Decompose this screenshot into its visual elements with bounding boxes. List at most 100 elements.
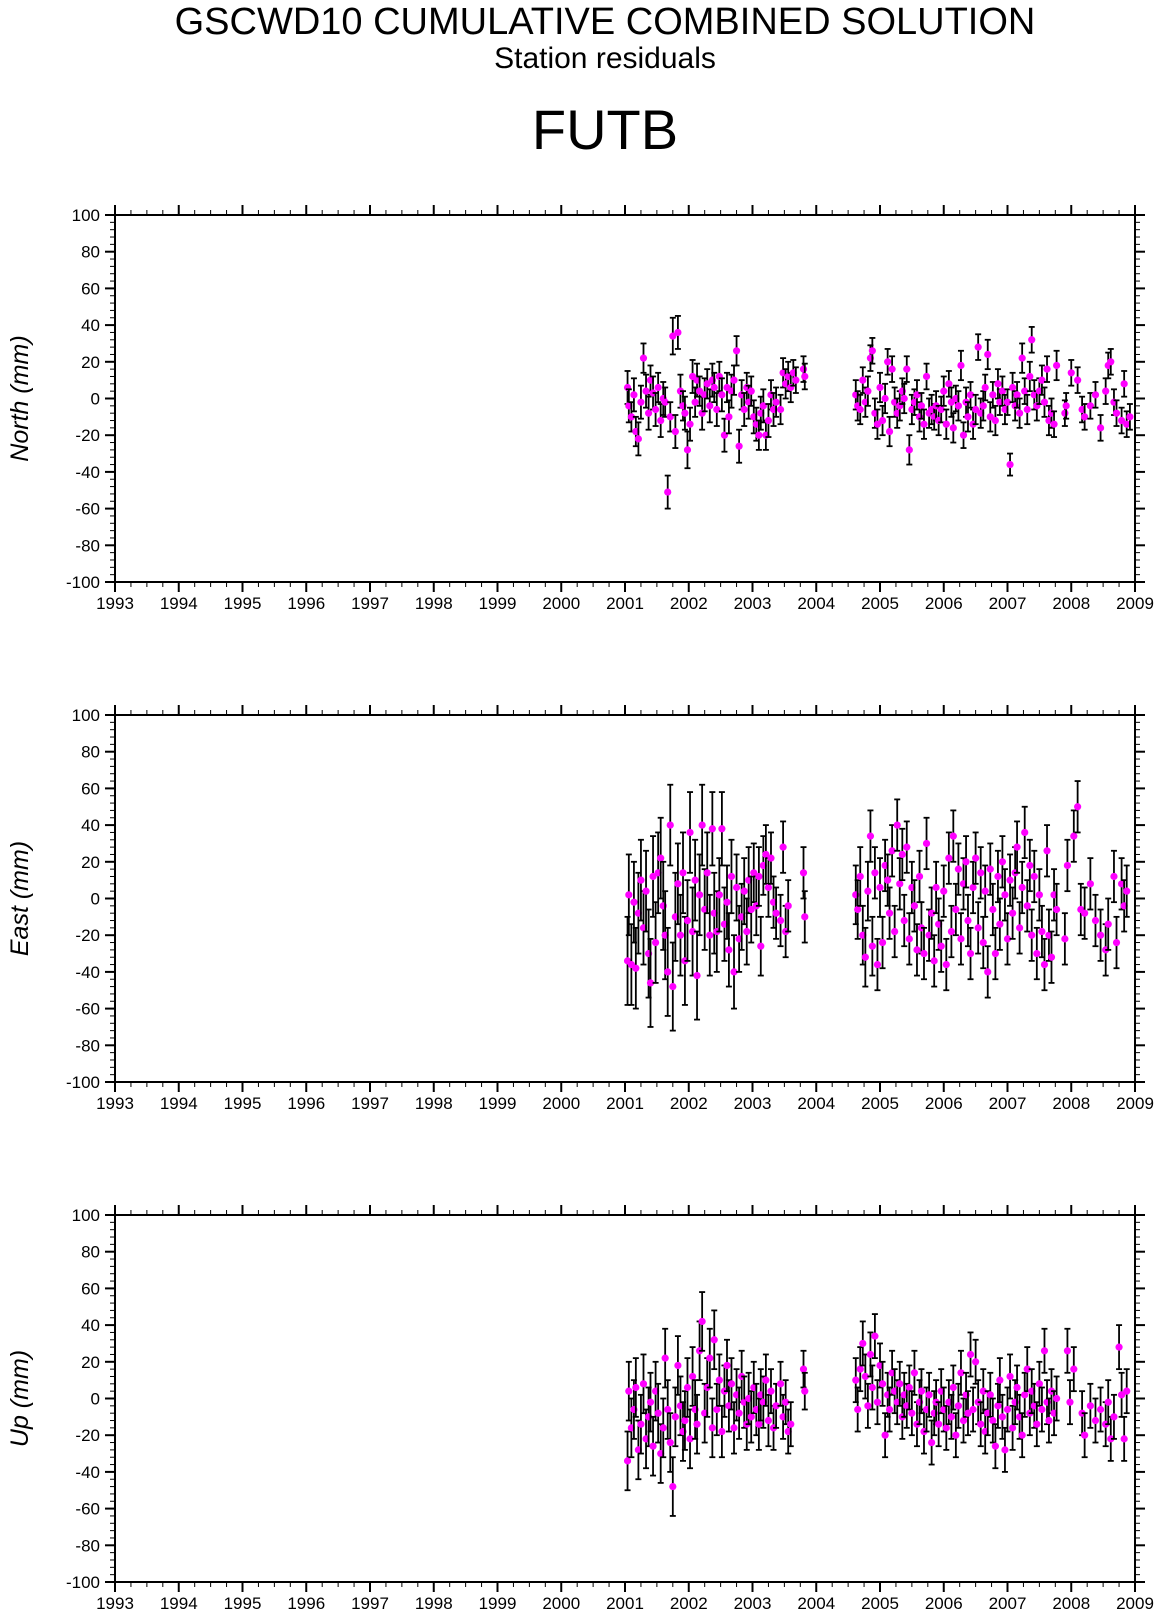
data-marker — [920, 420, 928, 428]
x-tick-label: 2005 — [861, 1594, 899, 1613]
data-point — [1096, 908, 1105, 962]
data-marker — [942, 420, 950, 428]
x-tick-label: 2008 — [1052, 594, 1090, 613]
data-point — [964, 893, 972, 948]
data-point — [1081, 886, 1089, 940]
data-point — [686, 406, 694, 442]
x-tick-label: 1995 — [224, 594, 262, 613]
data-marker — [784, 902, 792, 910]
y-tick-label: 20 — [81, 353, 100, 372]
data-marker — [1112, 938, 1121, 947]
data-point — [698, 1291, 706, 1352]
data-point — [659, 1397, 667, 1459]
x-tick-label: 2003 — [734, 594, 772, 613]
data-marker — [623, 1457, 632, 1465]
data-marker — [1107, 358, 1115, 366]
data-marker — [799, 365, 808, 373]
data-point — [986, 1371, 994, 1418]
data-marker — [972, 1358, 980, 1366]
x-tick-label: 2007 — [989, 1094, 1027, 1113]
data-marker — [910, 902, 919, 910]
data-point — [671, 1386, 679, 1448]
data-point — [1028, 908, 1036, 962]
data-marker — [683, 916, 692, 925]
data-marker — [925, 1391, 933, 1399]
data-marker — [723, 898, 731, 906]
y-tick-label: 100 — [72, 206, 100, 225]
data-marker — [666, 821, 674, 829]
data-point — [898, 827, 906, 882]
data-marker — [1126, 413, 1134, 421]
data-point — [972, 393, 980, 426]
data-marker — [1040, 398, 1049, 406]
data-marker — [1026, 861, 1034, 870]
data-marker — [966, 1350, 975, 1359]
data-marker — [856, 405, 864, 414]
data-marker — [1123, 420, 1131, 428]
data-point — [693, 1393, 701, 1455]
data-marker — [1110, 1413, 1118, 1421]
data-point — [937, 919, 945, 973]
data-marker — [1052, 361, 1061, 370]
data-point — [868, 915, 876, 977]
data-point — [666, 783, 674, 867]
data-marker — [1028, 336, 1036, 344]
data-marker — [1013, 391, 1021, 399]
y-tick-label: -40 — [75, 963, 100, 982]
data-marker — [782, 1398, 790, 1406]
y-tick-label: 80 — [81, 243, 100, 262]
data-marker — [876, 383, 884, 392]
y-tick-label: 100 — [72, 1206, 100, 1225]
data-point — [625, 853, 633, 937]
data-marker — [1009, 383, 1017, 392]
data-marker — [922, 372, 931, 381]
data-point — [920, 408, 928, 440]
data-point — [654, 1382, 662, 1444]
data-marker — [969, 1405, 977, 1414]
x-tick-label: 2009 — [1116, 594, 1154, 613]
data-point — [784, 879, 792, 933]
data-marker — [996, 920, 1004, 928]
data-marker — [986, 413, 994, 421]
data-point — [861, 926, 869, 988]
data-point — [910, 1349, 919, 1396]
x-tick-label: 1997 — [351, 1594, 389, 1613]
data-point — [893, 798, 901, 852]
data-marker — [1118, 1391, 1126, 1399]
y-tick-label: 40 — [81, 1316, 100, 1335]
data-marker — [994, 1402, 1002, 1410]
data-point — [686, 791, 694, 874]
data-marker — [854, 1405, 862, 1414]
data-point — [954, 842, 963, 896]
chart-title: GSCWD10 CUMULATIVE COMBINED SOLUTION — [174, 1, 1036, 43]
data-point — [959, 1397, 968, 1444]
data-marker — [940, 387, 948, 395]
data-point — [947, 904, 956, 959]
data-marker — [905, 1383, 913, 1392]
data-marker — [1021, 1391, 1029, 1399]
data-point — [792, 366, 800, 394]
data-marker — [1063, 1347, 1072, 1355]
data-point — [937, 395, 945, 424]
data-point — [710, 371, 718, 404]
data-point — [676, 893, 685, 977]
data-marker — [659, 1424, 667, 1432]
data-point — [1052, 349, 1061, 382]
data-point — [1001, 1426, 1009, 1473]
data-marker — [859, 376, 867, 384]
data-point — [1001, 868, 1009, 922]
data-marker — [885, 909, 894, 917]
data-marker — [1062, 402, 1070, 410]
data-marker — [1086, 880, 1094, 888]
data-marker — [952, 1431, 960, 1439]
data-point — [691, 838, 699, 922]
data-point — [1123, 1368, 1131, 1415]
data-marker — [979, 402, 987, 410]
data-point — [984, 945, 992, 999]
data-point — [964, 1390, 972, 1437]
data-marker — [1023, 902, 1031, 910]
y-axis-label: Up (mm) — [6, 1350, 34, 1447]
data-point — [864, 375, 872, 407]
data-marker — [1081, 909, 1089, 917]
data-marker — [681, 1416, 689, 1425]
